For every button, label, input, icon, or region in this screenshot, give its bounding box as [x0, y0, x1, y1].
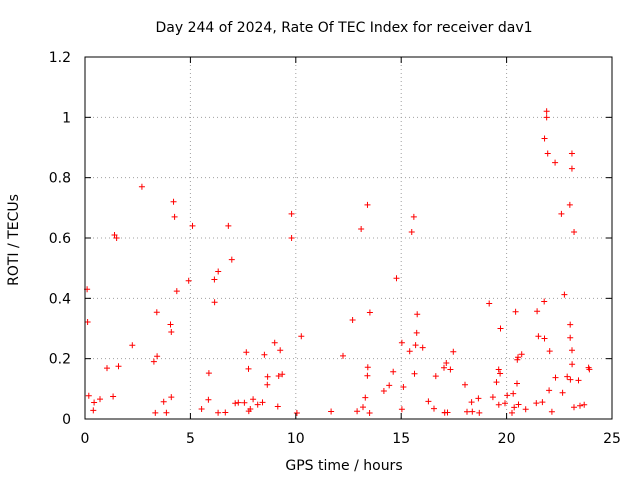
- y-tick-label: 0.4: [49, 291, 71, 307]
- outlier-point: [113, 235, 120, 241]
- outlier-point: [568, 150, 575, 157]
- plot-frame: [84, 56, 613, 420]
- y-tick-label: 1: [62, 110, 71, 126]
- outlier-point: [568, 165, 575, 172]
- outlier-point: [171, 213, 178, 220]
- outlier-point: [288, 210, 295, 217]
- outlier-point: [111, 231, 118, 238]
- x-tick-labels: 0 5 10 15 20 25: [81, 431, 621, 447]
- outlier-point: [552, 159, 559, 166]
- scatter-markers: [84, 256, 593, 416]
- grid-lines: [85, 57, 612, 419]
- outlier-point: [543, 114, 550, 121]
- chart-title: Day 244 of 2024, Rate Of TEC Index for r…: [155, 20, 532, 36]
- outlier-point: [358, 225, 365, 232]
- outlier-point: [189, 222, 196, 229]
- x-tick-label: 20: [498, 431, 516, 447]
- outlier-point: [410, 213, 417, 220]
- x-tick-label: 0: [81, 431, 90, 447]
- outlier-point: [138, 183, 145, 190]
- outlier-point: [543, 108, 550, 115]
- axis-ticks: [84, 56, 613, 420]
- outlier-point: [170, 198, 177, 205]
- x-tick-label: 5: [186, 431, 195, 447]
- y-tick-label: 0.2: [49, 352, 71, 368]
- y-tick-label: 0: [62, 412, 71, 428]
- outlier-point: [288, 235, 295, 241]
- y-tick-labels: 0 0.2 0.4 0.6 0.8 1 1.2: [49, 50, 71, 428]
- outlier-point: [541, 135, 548, 142]
- outlier-point: [571, 228, 578, 235]
- outlier-point: [544, 150, 551, 157]
- outlier-point: [225, 222, 232, 229]
- outlier-point: [566, 201, 573, 208]
- y-tick-label: 0.8: [49, 171, 71, 187]
- y-axis-label: ROTI / TECUs: [6, 194, 22, 286]
- outlier-point: [364, 201, 371, 208]
- data-points: [84, 108, 593, 416]
- y-tick-label: 1.2: [49, 50, 71, 66]
- x-tick-label: 10: [287, 431, 305, 447]
- x-tick-label: 15: [392, 431, 410, 447]
- x-tick-label: 25: [603, 431, 621, 447]
- outlier-point: [408, 228, 415, 235]
- y-tick-label: 0.6: [49, 231, 71, 247]
- x-axis-label: GPS time / hours: [285, 458, 402, 474]
- outlier-point: [558, 210, 565, 217]
